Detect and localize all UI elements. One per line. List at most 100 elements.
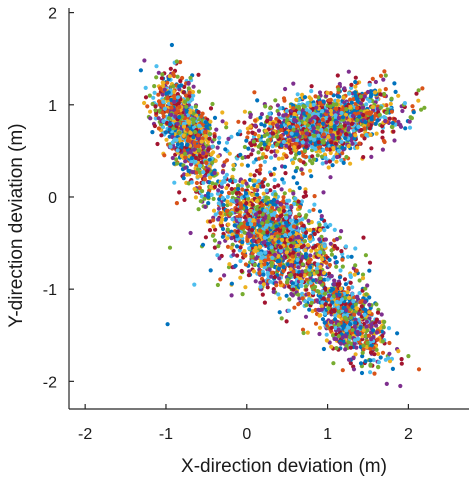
data-point xyxy=(262,300,267,305)
data-point xyxy=(411,110,416,115)
data-point xyxy=(191,120,196,125)
data-point xyxy=(262,142,267,147)
data-point xyxy=(258,228,263,233)
data-point xyxy=(309,84,314,89)
data-point xyxy=(183,155,188,160)
data-point xyxy=(218,211,223,216)
data-point xyxy=(171,71,176,76)
data-point xyxy=(331,361,336,366)
data-point xyxy=(243,253,248,258)
data-point xyxy=(276,112,281,117)
data-point xyxy=(257,171,262,176)
data-point xyxy=(381,77,386,82)
data-point xyxy=(201,145,206,150)
data-point xyxy=(261,184,266,189)
data-point xyxy=(309,89,314,94)
data-point xyxy=(242,230,247,235)
data-point xyxy=(410,104,415,109)
data-point xyxy=(221,202,226,207)
data-point xyxy=(311,290,316,295)
data-point xyxy=(165,96,170,101)
data-point xyxy=(252,187,257,193)
data-point xyxy=(296,199,301,204)
data-point xyxy=(299,283,304,288)
data-point xyxy=(352,295,357,300)
data-point xyxy=(169,105,174,110)
data-point xyxy=(321,270,327,275)
data-point xyxy=(224,208,230,214)
data-point xyxy=(238,245,243,250)
data-point xyxy=(376,365,381,370)
data-point xyxy=(247,269,252,274)
data-point xyxy=(234,244,240,249)
data-point xyxy=(339,249,344,254)
data-point xyxy=(292,145,297,150)
data-point xyxy=(293,118,298,123)
data-point xyxy=(275,234,280,239)
data-point xyxy=(368,370,373,375)
data-point xyxy=(189,180,194,185)
data-point xyxy=(250,148,255,153)
data-point xyxy=(182,99,188,104)
data-point xyxy=(276,207,282,212)
data-point xyxy=(160,83,165,88)
data-point xyxy=(263,104,268,109)
data-point xyxy=(322,277,327,282)
data-point xyxy=(207,157,212,162)
data-point xyxy=(285,247,290,252)
data-point xyxy=(276,266,282,271)
data-point xyxy=(189,155,194,161)
data-point xyxy=(362,312,367,317)
data-point xyxy=(186,168,191,173)
data-point xyxy=(327,117,332,122)
data-point xyxy=(181,133,186,138)
data-point xyxy=(208,268,213,273)
data-point xyxy=(267,267,272,272)
data-point xyxy=(289,263,294,268)
data-point xyxy=(262,159,267,164)
data-point xyxy=(211,224,216,229)
data-point xyxy=(362,94,367,99)
data-point xyxy=(210,144,215,149)
data-point xyxy=(379,312,384,317)
data-point xyxy=(148,109,153,114)
data-point xyxy=(188,130,193,135)
data-point xyxy=(336,87,341,92)
data-point xyxy=(175,92,180,97)
data-point xyxy=(203,133,208,139)
data-point xyxy=(191,84,196,89)
data-point xyxy=(290,293,295,298)
data-point xyxy=(244,225,249,230)
data-point xyxy=(340,115,346,120)
data-point xyxy=(155,141,160,147)
data-point xyxy=(215,282,220,288)
data-point xyxy=(331,294,337,299)
data-point xyxy=(171,126,176,131)
data-point xyxy=(283,171,288,176)
data-point xyxy=(198,199,203,204)
data-point xyxy=(297,204,303,209)
data-point xyxy=(200,242,206,247)
data-point xyxy=(334,159,339,164)
data-point xyxy=(258,259,263,264)
data-point xyxy=(244,138,249,143)
data-point xyxy=(355,117,360,123)
data-point xyxy=(339,110,344,116)
data-point xyxy=(291,137,296,143)
data-point xyxy=(330,300,335,305)
data-point xyxy=(191,117,196,122)
data-point xyxy=(361,235,366,240)
data-point xyxy=(227,262,232,267)
data-point xyxy=(216,188,221,193)
data-point xyxy=(142,58,147,63)
data-point xyxy=(277,119,282,124)
data-point xyxy=(263,250,268,255)
data-point xyxy=(237,213,242,218)
data-point xyxy=(336,305,341,310)
data-point xyxy=(239,225,244,230)
data-point xyxy=(335,130,340,135)
data-point xyxy=(271,197,277,203)
data-point xyxy=(365,89,371,95)
data-point xyxy=(370,76,375,81)
data-point xyxy=(346,69,351,74)
